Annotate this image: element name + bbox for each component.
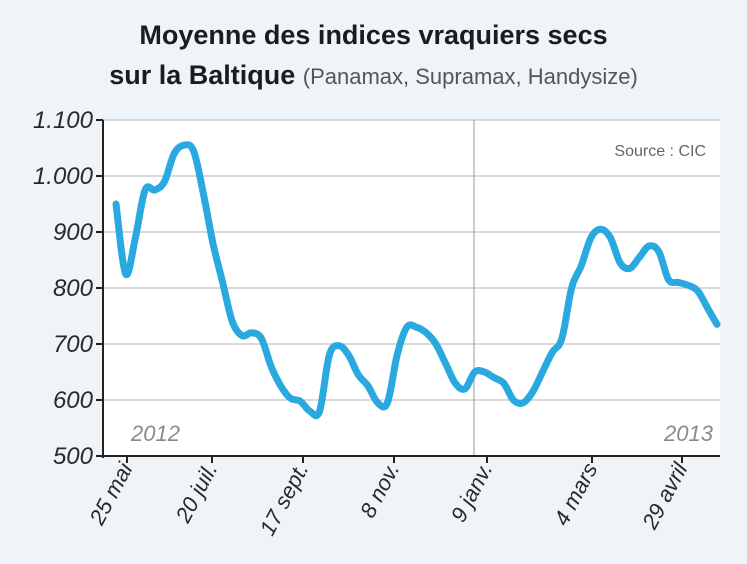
data-point-43 xyxy=(530,389,536,395)
data-point-41 xyxy=(510,397,516,403)
data-point-15 xyxy=(258,335,264,341)
data-point-48 xyxy=(578,263,584,269)
x-tick-label: 4 mars xyxy=(549,459,603,530)
x-axis-ticks: 25 mai 20 juil. 17 sept. 8 nov. 9 janv. 4 mar… xyxy=(84,456,693,539)
data-point-46 xyxy=(559,335,565,341)
data-point-30 xyxy=(404,324,410,330)
data-point-37 xyxy=(472,369,478,375)
data-point-39 xyxy=(491,375,497,381)
data-point-50 xyxy=(598,226,604,232)
data-point-22 xyxy=(326,352,332,358)
data-point-8 xyxy=(191,148,197,154)
data-point-1 xyxy=(123,271,129,277)
data-point-35 xyxy=(452,380,458,386)
data-point-45 xyxy=(549,349,555,355)
data-point-56 xyxy=(656,249,662,255)
data-point-19 xyxy=(297,398,303,404)
data-point-61 xyxy=(704,305,710,311)
year-label-2013: 2013 xyxy=(663,421,714,446)
data-point-10 xyxy=(210,240,216,246)
y-tick-label: 1.000 xyxy=(33,163,94,190)
data-point-21 xyxy=(317,408,323,414)
data-point-42 xyxy=(520,400,526,406)
x-tick-label: 29 avril xyxy=(637,458,693,534)
gridlines xyxy=(96,119,720,457)
data-point-20 xyxy=(307,408,313,414)
y-tick-label: 500 xyxy=(53,443,94,470)
data-point-53 xyxy=(627,265,633,271)
x-tick-label: 8 nov. xyxy=(355,459,404,522)
data-point-59 xyxy=(685,282,691,288)
data-point-18 xyxy=(288,395,294,401)
data-point-7 xyxy=(181,142,187,148)
data-point-14 xyxy=(249,330,255,336)
data-point-60 xyxy=(695,288,701,294)
data-point-51 xyxy=(607,235,613,241)
data-point-27 xyxy=(375,400,381,406)
chart-title-line2-main: sur la Baltique xyxy=(109,60,296,90)
data-point-23 xyxy=(336,343,342,349)
y-tick-label: 1.100 xyxy=(33,107,94,134)
data-point-9 xyxy=(200,190,206,196)
data-point-12 xyxy=(229,319,235,325)
data-point-49 xyxy=(588,235,594,241)
data-point-57 xyxy=(666,277,672,283)
data-point-34 xyxy=(443,361,449,367)
x-tick-label: 17 sept. xyxy=(255,459,314,540)
data-point-6 xyxy=(171,151,177,157)
chart-title-line2: sur la Baltique (Panamax, Supramax, Hand… xyxy=(0,60,747,91)
data-point-25 xyxy=(355,372,361,378)
data-point-44 xyxy=(540,369,546,375)
x-tick-label: 20 juil. xyxy=(170,459,222,528)
data-point-13 xyxy=(239,333,245,339)
data-point-16 xyxy=(268,363,274,369)
chart-subtitle: (Panamax, Supramax, Handysize) xyxy=(302,64,638,89)
data-point-40 xyxy=(501,380,507,386)
data-point-32 xyxy=(423,330,429,336)
y-tick-label: 600 xyxy=(53,387,94,414)
data-point-54 xyxy=(637,254,643,260)
source-label: Source : CIC xyxy=(614,143,706,160)
data-point-17 xyxy=(278,383,284,389)
data-point-3 xyxy=(142,187,148,193)
y-tick-label: 700 xyxy=(53,331,94,358)
data-point-24 xyxy=(346,352,352,358)
data-point-36 xyxy=(462,386,468,392)
data-point-62 xyxy=(714,321,720,327)
data-point-11 xyxy=(220,279,226,285)
series-line xyxy=(112,141,721,420)
data-point-38 xyxy=(481,369,487,375)
data-point-0 xyxy=(113,201,119,207)
data-point-52 xyxy=(617,260,623,266)
y-axis-labels: 1.100 1.000 900 800 700 600 500 xyxy=(33,107,94,470)
data-point-28 xyxy=(384,400,390,406)
data-point-31 xyxy=(414,324,420,330)
data-point-4 xyxy=(152,187,158,193)
data-point-26 xyxy=(365,383,371,389)
y-tick-label: 900 xyxy=(53,219,94,246)
data-point-55 xyxy=(646,243,652,249)
data-point-29 xyxy=(394,352,400,358)
x-tick-label: 9 janv. xyxy=(446,459,498,527)
year-label-2012: 2012 xyxy=(130,421,180,446)
data-point-5 xyxy=(162,179,168,185)
data-point-2 xyxy=(132,235,138,241)
chart-title: Moyenne des indices vraquiers secs xyxy=(139,20,608,50)
data-point-47 xyxy=(569,285,575,291)
y-tick-label: 800 xyxy=(53,275,94,302)
data-point-33 xyxy=(433,341,439,347)
data-point-58 xyxy=(675,279,681,285)
